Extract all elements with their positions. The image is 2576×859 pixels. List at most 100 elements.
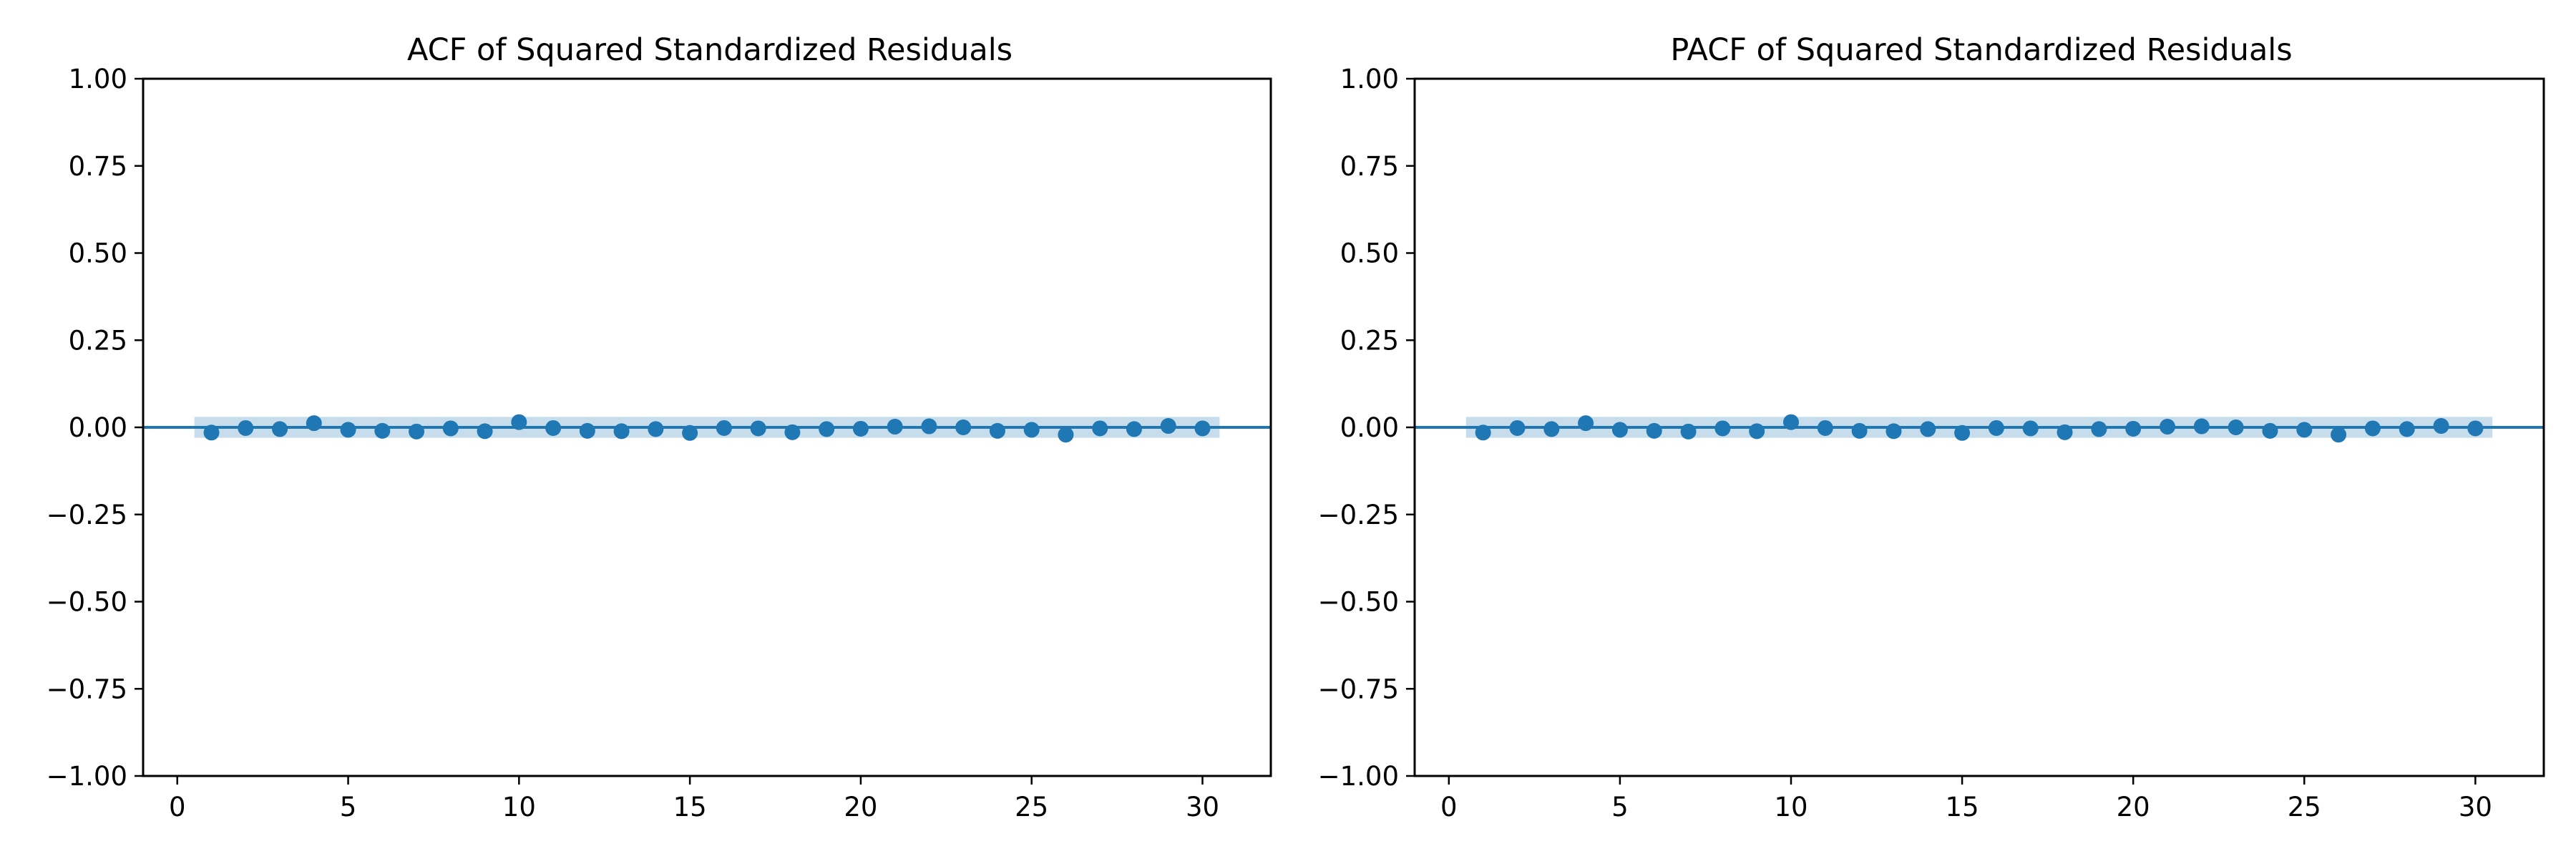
acf-point-lag-1 [203,424,220,441]
acf-x-tick-label: 15 [673,792,707,822]
pacf-y-tick-label: 0.50 [1340,238,1399,269]
pacf-point-lag-6 [1646,422,1662,439]
pacf-point-lag-25 [2296,422,2313,438]
acf-y-tick-label: −0.75 [47,674,127,704]
acf-panel: ACF of Squared Standardized Residuals −1… [47,32,1272,822]
pacf-x-tick-label: 20 [2117,792,2150,822]
acf-point-lag-29 [1160,418,1176,435]
acf-point-lag-27 [1092,420,1108,437]
acf-x-tick-label: 30 [1186,792,1219,822]
pacf-point-lag-26 [2331,427,2347,443]
acf-x-tick-label: 20 [844,792,877,822]
acf-x-tick-label: 5 [340,792,357,822]
acf-y-tick-label: 0.25 [69,325,127,356]
acf-point-lag-7 [409,423,425,440]
acf-y-tick-label: 1.00 [69,64,127,94]
acf-point-lag-11 [545,419,562,436]
acf-plot-area: −1.00 −0.75 −0.50 −0.25 0.00 0.25 0.50 0.75 1.00… [47,64,1272,822]
acf-point-lag-18 [784,424,801,440]
acf-point-lag-6 [374,422,391,439]
pacf-title: PACF of Squared Standardized Residuals [1670,32,2292,68]
pacf-y-tick-label: −0.50 [1318,587,1399,618]
pacf-point-lag-22 [2193,418,2210,435]
pacf-x-tick-label: 5 [1611,792,1629,822]
pacf-point-lag-16 [1988,419,2004,436]
pacf-y-tick-label: −1.00 [1318,761,1399,792]
acf-point-lag-21 [887,419,903,435]
pacf-point-lag-28 [2399,421,2415,437]
acf-y-tick-label: 0.50 [69,238,127,269]
pacf-plot-area: −1.00 −0.75 −0.50 −0.25 0.00 0.25 0.50 0.75 1.00… [1318,64,2545,822]
pacf-point-lag-7 [1680,423,1697,440]
acf-point-lag-15 [682,424,698,441]
acf-point-lag-25 [1023,422,1040,438]
acf-point-lag-5 [340,422,356,438]
acf-point-lag-30 [1194,420,1211,437]
pacf-point-lag-27 [2364,420,2381,437]
pacf-point-lag-12 [1851,422,1868,439]
acf-point-lag-12 [579,422,595,439]
acf-point-lag-23 [955,419,972,435]
pacf-x-tick-label: 15 [1946,792,1979,822]
pacf-point-lag-10 [1783,414,1799,430]
pacf-point-lag-3 [1543,421,1560,437]
pacf-panel: PACF of Squared Standardized Residuals −… [1318,32,2545,822]
acf-x-tick-label: 25 [1015,792,1048,822]
acf-y-tick-label: −0.50 [47,587,127,618]
acf-point-lag-14 [648,421,664,437]
acf-y-tick-label: 0.75 [69,151,127,182]
pacf-y-tick-label: 0.00 [1340,412,1399,443]
pacf-x-tick-label: 10 [1774,792,1807,822]
pacf-y-tick-label: −0.25 [1318,500,1399,530]
pacf-x-tick-label: 30 [2459,792,2492,822]
acf-x-tick-label: 0 [169,792,186,822]
acf-point-lag-17 [750,420,766,437]
acf-x-tick-label: 10 [502,792,536,822]
pacf-point-lag-17 [2022,420,2039,437]
acf-point-lag-16 [716,419,732,436]
acf-point-lag-2 [238,419,254,436]
pacf-point-lag-14 [1920,421,1936,437]
pacf-point-lag-2 [1509,419,1526,436]
pacf-x-tick-label: 25 [2288,792,2321,822]
acf-point-lag-4 [306,415,322,432]
pacf-y-tick-label: −0.75 [1318,674,1399,704]
acf-point-lag-19 [819,421,835,437]
pacf-point-lag-13 [1885,423,1902,440]
acf-point-lag-10 [511,414,527,430]
pacf-x-tick-label: 0 [1440,792,1458,822]
pacf-point-lag-18 [2057,424,2073,440]
pacf-point-lag-4 [1578,415,1594,432]
pacf-y-tick-label: 0.75 [1340,151,1399,182]
pacf-point-lag-9 [1749,423,1765,440]
pacf-point-lag-5 [1611,422,1628,438]
acf-point-lag-8 [442,420,459,437]
pacf-point-lag-30 [2467,420,2484,437]
pacf-point-lag-8 [1714,420,1731,437]
acf-y-tick-label: −0.25 [47,500,127,530]
acf-point-lag-13 [613,423,630,440]
acf-y-tick-label: −1.00 [47,761,127,792]
pacf-point-lag-11 [1817,419,1833,436]
acf-point-lag-20 [852,420,869,437]
pacf-y-tick-label: 0.25 [1340,325,1399,356]
acf-title: ACF of Squared Standardized Residuals [407,32,1013,68]
pacf-point-lag-29 [2433,418,2449,435]
pacf-point-lag-19 [2091,421,2107,437]
acf-point-lag-26 [1058,427,1074,443]
pacf-point-lag-1 [1475,424,1491,441]
acf-point-lag-9 [477,423,493,440]
pacf-point-lag-20 [2125,420,2142,437]
acf-point-lag-28 [1126,421,1142,437]
acf-point-lag-24 [989,422,1005,439]
acf-y-tick-label: 0.00 [69,412,127,443]
pacf-point-lag-23 [2228,419,2244,435]
pacf-point-lag-15 [1954,424,1971,441]
acf-point-lag-3 [272,421,288,437]
pacf-point-lag-21 [2160,419,2175,435]
acf-point-lag-22 [921,418,937,435]
pacf-point-lag-24 [2262,422,2278,439]
pacf-y-tick-label: 1.00 [1340,64,1399,94]
